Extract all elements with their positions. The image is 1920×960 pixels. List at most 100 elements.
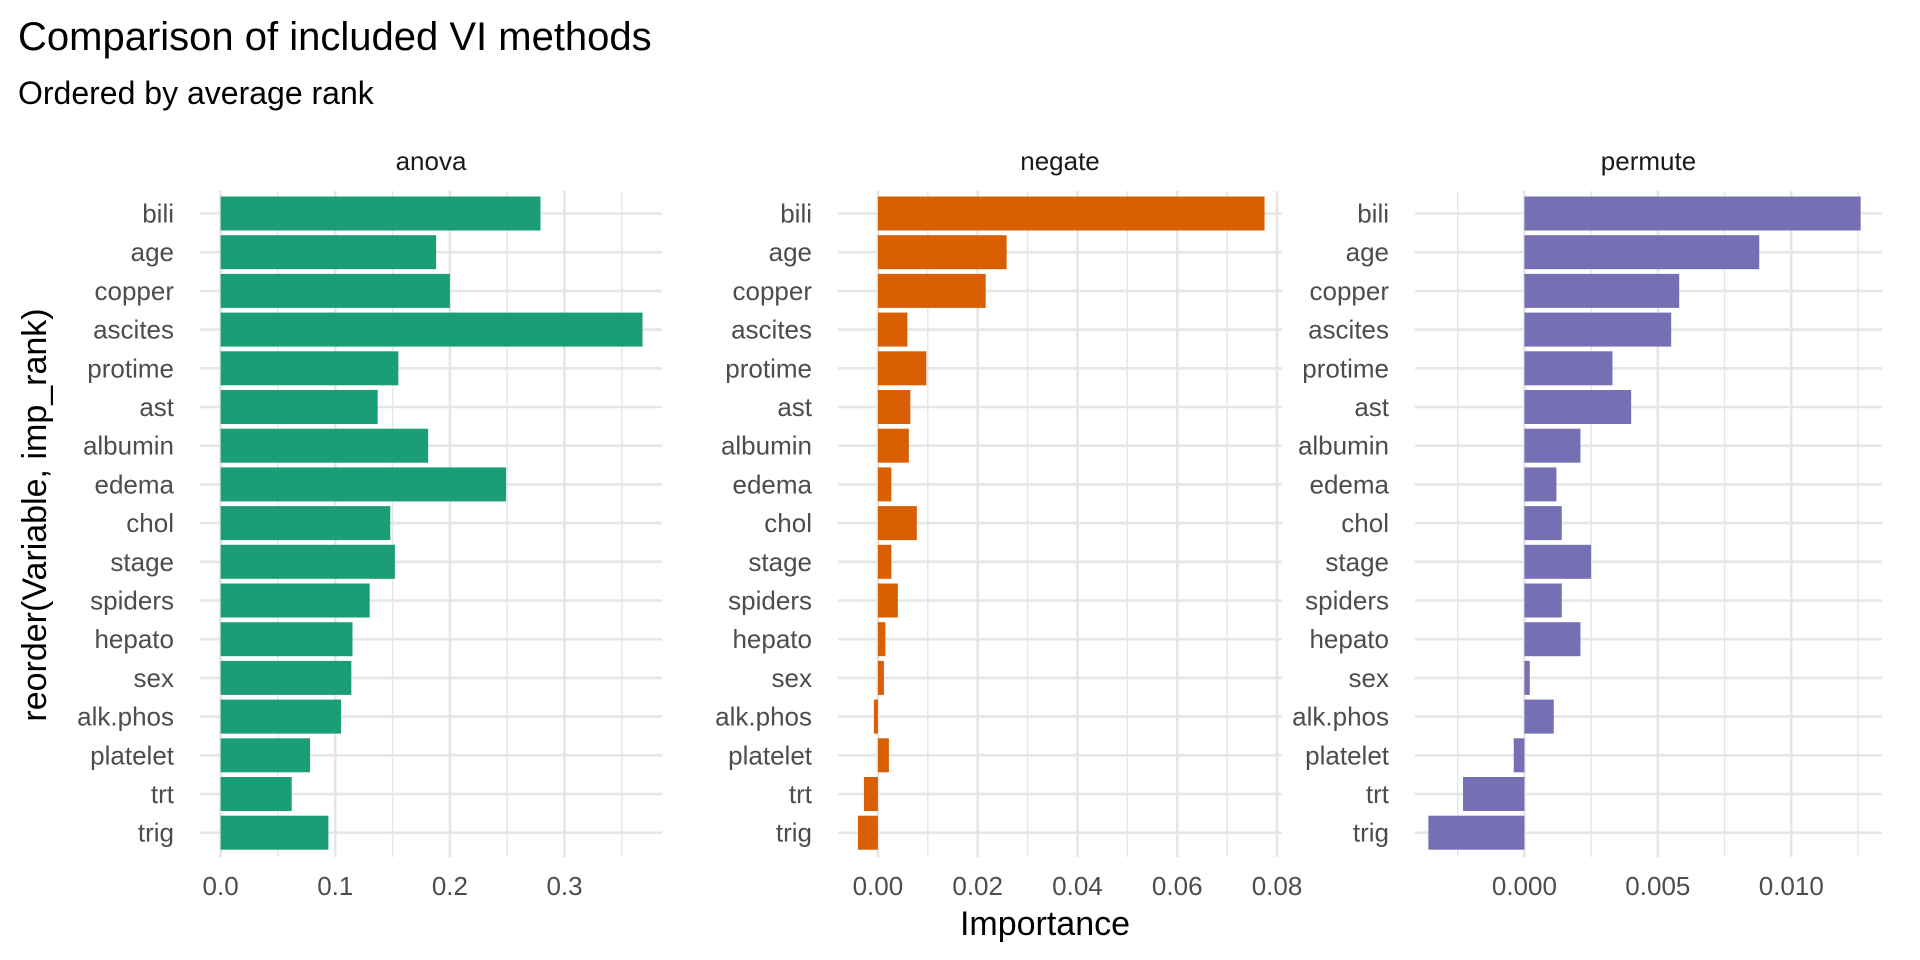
bar-permute-trt <box>1463 777 1525 811</box>
bar-negate-hepato <box>877 622 886 657</box>
facet-panels: bili age copper ascites protime ast albumin ede… <box>77 146 1882 901</box>
bar-anova-chol <box>220 506 391 541</box>
bar-anova-edema <box>220 467 507 502</box>
y-tick-label: sex <box>772 663 812 693</box>
y-tick-label: alk.phos <box>1292 702 1389 732</box>
bar-permute-stage <box>1524 544 1592 579</box>
bar-anova-bili <box>220 196 541 231</box>
y-tick-label: platelet <box>90 740 175 770</box>
y-tick-label: ascites <box>731 315 812 345</box>
bar-negate-copper <box>877 273 986 308</box>
bar-negate-ast <box>877 390 911 424</box>
bar-anova-hepato <box>220 622 353 657</box>
y-tick-label: age <box>769 237 812 267</box>
bar-negate-albumin <box>877 428 909 463</box>
bar-negate-age <box>877 235 1007 270</box>
bar-negate-trt <box>863 777 878 811</box>
bar-permute-albumin <box>1524 428 1581 463</box>
y-axis-title: reorder(Variable, imp_rank) <box>16 308 54 721</box>
y-tick-label: ast <box>1354 392 1389 422</box>
y-tick-label: stage <box>748 547 812 577</box>
bar-anova-trig <box>220 815 329 850</box>
y-tick-label: bili <box>142 199 174 229</box>
y-tick-label: spiders <box>90 586 174 616</box>
y-tick-label: hepato <box>94 624 174 654</box>
y-tick-label: alk.phos <box>77 702 174 732</box>
bar-permute-chol <box>1524 506 1562 541</box>
facet-label-permute: permute <box>1601 146 1696 176</box>
x-tick-label: 0.010 <box>1759 871 1824 901</box>
bar-negate-alk.phos <box>873 699 878 734</box>
bar-permute-hepato <box>1524 622 1581 657</box>
chart-subtitle: Ordered by average rank <box>18 75 375 111</box>
y-tick-label: chol <box>1341 508 1389 538</box>
facet-label-negate: negate <box>1020 146 1100 176</box>
y-tick-label: sex <box>134 663 174 693</box>
x-tick-label: 0.2 <box>432 871 468 901</box>
y-tick-label: edema <box>1310 469 1390 499</box>
y-tick-label: trt <box>789 779 813 809</box>
y-tick-label: hepato <box>1309 624 1389 654</box>
bar-anova-platelet <box>220 738 311 773</box>
bar-negate-protime <box>877 351 927 386</box>
bar-anova-copper <box>220 273 450 308</box>
x-tick-label: 0.08 <box>1252 871 1303 901</box>
y-tick-label: hepato <box>732 624 812 654</box>
y-tick-label: age <box>1346 237 1389 267</box>
y-tick-label: copper <box>733 276 813 306</box>
bar-permute-ast <box>1524 390 1632 424</box>
bar-negate-sex <box>877 660 884 695</box>
y-tick-label: albumin <box>83 431 174 461</box>
y-tick-label: ast <box>777 392 812 422</box>
bar-negate-spiders <box>877 583 898 618</box>
bar-permute-protime <box>1524 351 1613 386</box>
y-tick-label: protime <box>1302 353 1389 383</box>
x-tick-label: 0.02 <box>952 871 1003 901</box>
bar-permute-edema <box>1524 467 1557 502</box>
x-tick-label: 0.3 <box>546 871 582 901</box>
bar-anova-age <box>220 235 437 270</box>
bar-negate-edema <box>877 467 892 502</box>
facet-label-anova: anova <box>396 146 467 176</box>
bar-negate-bili <box>877 196 1265 231</box>
bar-permute-copper <box>1524 273 1680 308</box>
x-tick-label: 0.04 <box>1052 871 1103 901</box>
bar-negate-trig <box>857 815 878 850</box>
y-tick-label: trt <box>151 779 175 809</box>
bar-anova-alk.phos <box>220 699 342 734</box>
x-tick-label: 0.005 <box>1625 871 1690 901</box>
y-tick-label: albumin <box>1298 431 1389 461</box>
y-tick-label: albumin <box>721 431 812 461</box>
y-tick-label: trt <box>1366 779 1390 809</box>
bar-permute-sex <box>1524 660 1530 695</box>
bar-permute-spiders <box>1524 583 1562 618</box>
y-tick-label: trig <box>1353 818 1389 848</box>
panel-negate: bili age copper ascites protime ast albumin ede… <box>715 146 1302 901</box>
y-tick-label: spiders <box>728 586 812 616</box>
panel-permute: bili age copper ascites protime ast albumin ede… <box>1292 146 1882 901</box>
panel-anova: bili age copper ascites protime ast albumin ede… <box>77 146 662 901</box>
y-tick-label: chol <box>126 508 174 538</box>
y-tick-label: platelet <box>1305 740 1390 770</box>
x-tick-label: 0.1 <box>317 871 353 901</box>
y-tick-label: trig <box>776 818 812 848</box>
y-tick-label: edema <box>733 469 813 499</box>
y-tick-label: stage <box>110 547 174 577</box>
bar-anova-protime <box>220 351 399 386</box>
bar-negate-chol <box>877 506 917 541</box>
bar-anova-sex <box>220 660 352 695</box>
bar-negate-platelet <box>877 738 889 773</box>
y-tick-label: spiders <box>1305 586 1389 616</box>
y-tick-label: platelet <box>728 740 813 770</box>
y-tick-label: bili <box>780 199 812 229</box>
bar-permute-ascites <box>1524 312 1672 347</box>
y-tick-label: edema <box>95 469 175 499</box>
y-tick-label: bili <box>1357 199 1389 229</box>
bar-anova-spiders <box>220 583 370 618</box>
bar-anova-stage <box>220 544 395 579</box>
bar-anova-albumin <box>220 428 429 463</box>
y-tick-label: stage <box>1325 547 1389 577</box>
y-tick-label: protime <box>87 353 174 383</box>
y-tick-label: ast <box>139 392 174 422</box>
